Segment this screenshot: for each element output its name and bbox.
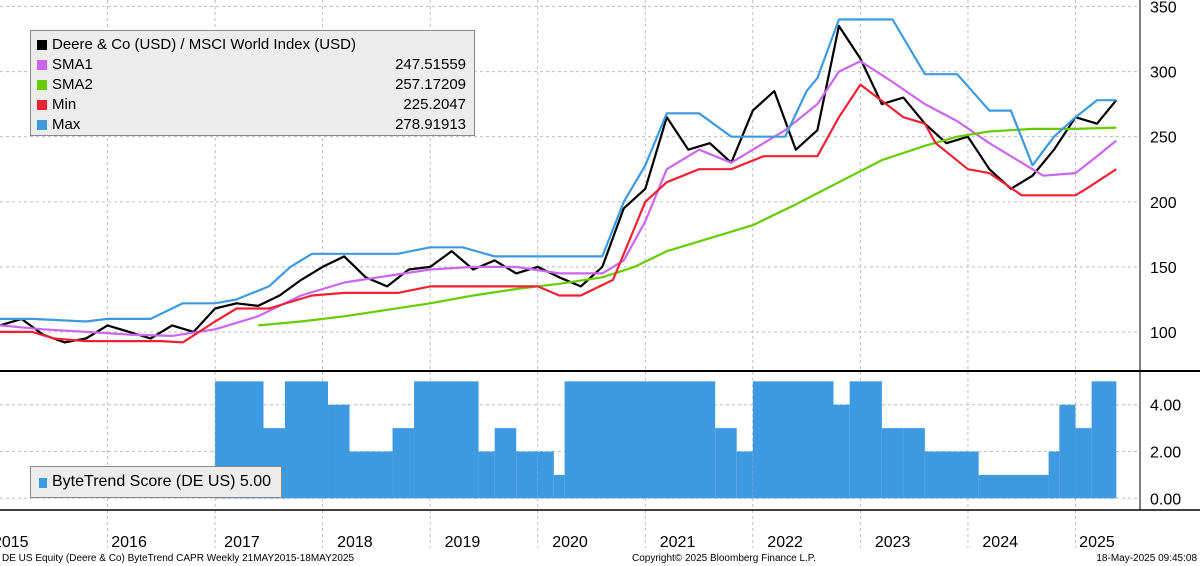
- x-tick-label: 2018: [337, 534, 373, 551]
- y-tick-label: 250: [1150, 130, 1177, 147]
- x-tick-label: 2025: [1079, 534, 1115, 551]
- legend-label: SMA1: [52, 56, 93, 73]
- score-bar: [1048, 451, 1060, 499]
- series-line-deere-co-usd-msci-world-index-usd: [0, 24, 1118, 344]
- score-bar: [349, 451, 393, 499]
- legend-swatch-min: [37, 100, 47, 110]
- score-bar: [537, 451, 554, 499]
- score-bar: [1075, 428, 1092, 499]
- series-line-max: [0, 18, 1117, 323]
- score-bar: [328, 404, 350, 499]
- x-tick-label: 2022: [767, 534, 803, 551]
- legend-swatch-max: [37, 120, 47, 130]
- score-bar: [849, 381, 882, 499]
- x-tick-label: 2016: [111, 534, 147, 551]
- legend-value: 278.91913: [395, 116, 466, 133]
- score-legend: ByteTrend Score (DE US) 5.00: [30, 466, 282, 498]
- series-line-min: [0, 83, 1117, 344]
- y-tick-label: 100: [1150, 325, 1177, 342]
- y-tick-labels: 100 150 200 250 300 350 0.00 2.00 4.00: [1150, 0, 1181, 508]
- score-bar: [553, 474, 565, 499]
- legend-item-min: Min 225.2047: [31, 95, 474, 115]
- legend-item-max: Max 278.91913: [31, 115, 474, 135]
- legend-swatch-sma2: [37, 80, 47, 90]
- x-tick-label: 2021: [660, 534, 696, 551]
- legend-item-sma1: SMA1 247.51559: [31, 55, 474, 75]
- legend-item-deere: Deere & Co (USD) / MSCI World Index (USD…: [31, 35, 474, 55]
- upper-panel-gridlines: [0, 6, 1140, 333]
- legend-label: Max: [52, 116, 81, 133]
- y-tick-label: 0.00: [1150, 491, 1181, 508]
- x-tick-label: 2023: [875, 534, 911, 551]
- price-legend: Deere & Co (USD) / MSCI World Index (USD…: [30, 30, 475, 136]
- footer-left: DE US Equity (Deere & Co) ByteTrend CAPR…: [2, 553, 355, 564]
- score-bar: [752, 381, 834, 499]
- series-line-sma2: [258, 126, 1117, 327]
- x-tick-label: 2020: [552, 534, 588, 551]
- x-tick-label: 2015: [0, 534, 29, 551]
- score-bar: [881, 428, 904, 499]
- legend-label: Deere & Co (USD) / MSCI World Index (USD…: [52, 36, 356, 53]
- x-tick-label: 2019: [445, 534, 481, 551]
- score-bar: [833, 404, 850, 499]
- y-tick-label: 200: [1150, 195, 1177, 212]
- x-tick-labels: 2015 2016 2017 2018 2019 2020 2021 2022 2023 2024…: [0, 534, 1115, 551]
- footer-center: Copyright© 2025 Bloomberg Finance L.P.: [632, 553, 816, 564]
- score-bar: [1059, 404, 1076, 499]
- score-bar: [516, 451, 538, 499]
- series-line-sma1: [0, 60, 1117, 337]
- score-bar: [903, 428, 925, 499]
- legend-value: 257.17209: [395, 76, 466, 93]
- legend-swatch-deere: [37, 40, 47, 50]
- score-bar: [1091, 381, 1117, 499]
- score-bars: [215, 381, 1117, 499]
- y-tick-label: 4.00: [1150, 398, 1181, 415]
- score-bar: [392, 428, 415, 499]
- score-bar: [285, 381, 329, 499]
- x-tick-label: 2017: [224, 534, 260, 551]
- score-bar: [564, 381, 716, 499]
- legend-value: 225.2047: [403, 96, 466, 113]
- score-swatch: [39, 478, 47, 488]
- score-legend-label: ByteTrend Score (DE US) 5.00: [52, 473, 272, 490]
- y-tick-label: 350: [1150, 0, 1177, 17]
- score-bar: [414, 381, 479, 499]
- legend-swatch-sma1: [37, 60, 47, 70]
- x-tick-label: 2024: [982, 534, 1018, 551]
- score-bar: [478, 451, 495, 499]
- score-bar: [494, 428, 517, 499]
- score-bar: [736, 451, 753, 499]
- y-tick-label: 2.00: [1150, 445, 1181, 462]
- y-tick-label: 300: [1150, 65, 1177, 82]
- score-bar: [924, 451, 979, 499]
- footer-right: 18-May-2025 09:45:08: [1096, 553, 1197, 564]
- legend-item-sma2: SMA2 257.17209: [31, 75, 474, 95]
- legend-label: Min: [52, 96, 77, 113]
- legend-value: 247.51559: [395, 56, 466, 73]
- legend-label: SMA2: [52, 76, 93, 93]
- y-tick-label: 150: [1150, 260, 1177, 277]
- score-bar: [978, 474, 1049, 499]
- score-bar: [715, 428, 737, 499]
- price-series-lines: [0, 18, 1118, 344]
